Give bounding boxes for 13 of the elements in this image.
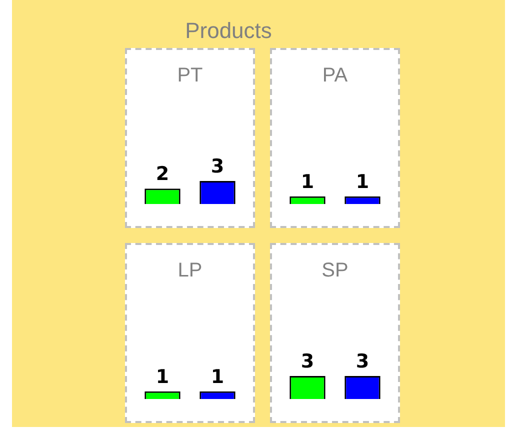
data-label: 3	[300, 350, 314, 372]
data-label: 1	[156, 366, 170, 388]
chart-title: LP	[178, 260, 202, 282]
data-label: 1	[300, 170, 314, 193]
text: Products	[185, 18, 272, 43]
chart-title: PT	[177, 64, 203, 87]
data-label: 2	[156, 163, 170, 186]
data-label: 1	[210, 366, 224, 388]
data-label: 3	[210, 155, 224, 178]
chart-title: SP	[322, 260, 348, 282]
data-label: 1	[356, 170, 370, 193]
chart-title: PA	[322, 64, 348, 87]
data-label: 3	[356, 350, 370, 372]
